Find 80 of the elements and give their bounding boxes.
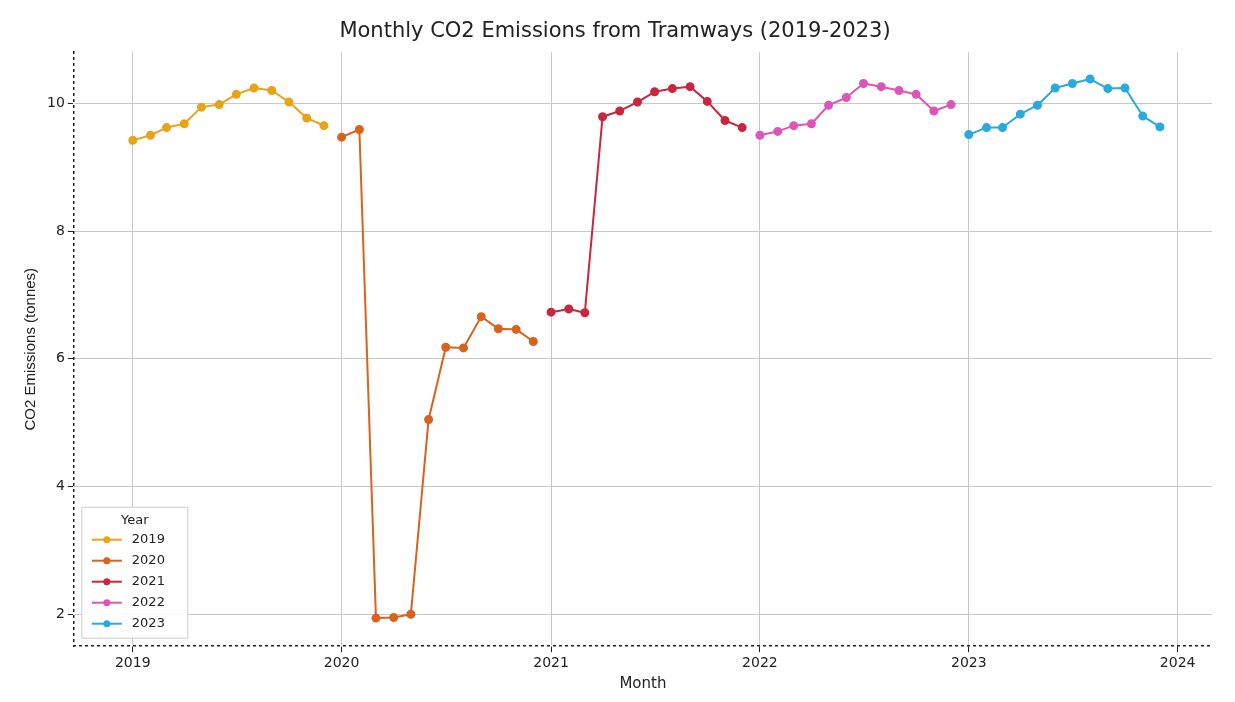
point (894, 86, 904, 96)
point (615, 106, 625, 116)
x-tick-label: 2024 (1159, 654, 1196, 671)
point (459, 343, 469, 353)
point (1103, 84, 1113, 94)
point (773, 126, 783, 136)
point (354, 124, 364, 134)
y-tick-label: 6 (55, 349, 65, 366)
point (214, 100, 224, 110)
point (1085, 74, 1095, 84)
y-tick-label: 4 (55, 477, 65, 494)
y-tick-label: 8 (55, 221, 65, 238)
point (511, 324, 521, 334)
legend-label: 2021 (131, 573, 165, 589)
point (493, 324, 503, 334)
point (1050, 83, 1060, 93)
x-tick-label: 2020 (323, 654, 360, 671)
point (598, 112, 608, 122)
point (667, 84, 677, 94)
legend-label: 2022 (131, 594, 165, 610)
point (1155, 122, 1165, 132)
point (179, 119, 189, 129)
point (929, 106, 939, 116)
legend-label: 2019 (131, 531, 165, 547)
y-tick-label: 2 (55, 604, 65, 621)
point (841, 93, 851, 103)
point (528, 337, 538, 347)
x-tick-label: 2019 (114, 654, 151, 671)
point (982, 123, 992, 133)
point (546, 307, 556, 317)
point (162, 123, 172, 133)
point (824, 100, 834, 110)
legend-label: 2020 (131, 552, 165, 568)
point (406, 609, 416, 619)
point (337, 132, 347, 142)
point (998, 123, 1008, 133)
point (476, 312, 486, 322)
x-tick-label: 2023 (950, 654, 987, 671)
point (806, 119, 816, 129)
point (650, 87, 660, 97)
point (424, 414, 434, 424)
x-tick-label: 2022 (742, 654, 778, 671)
point (946, 100, 956, 110)
point (702, 96, 712, 106)
point (146, 130, 155, 140)
point (632, 97, 642, 107)
point (1032, 100, 1042, 110)
point (1120, 83, 1130, 93)
point (267, 86, 277, 96)
point (1138, 111, 1148, 121)
point (441, 342, 451, 352)
point (964, 130, 974, 140)
point (564, 304, 574, 314)
point (302, 113, 312, 123)
point (789, 121, 799, 131)
point (580, 308, 590, 318)
point (876, 82, 886, 92)
point (720, 116, 730, 126)
point (911, 89, 921, 99)
point (319, 121, 329, 131)
point (389, 612, 399, 622)
point (231, 89, 241, 99)
y-tick-label: 10 (46, 93, 65, 110)
x-tick-label: 2021 (533, 654, 569, 671)
point (371, 613, 381, 623)
point (1067, 79, 1077, 88)
chart-title: Monthly CO2 Emissions from Tramways (2019-2023) (339, 18, 891, 43)
y-axis-title: CO2 Emissions (tonnes) (21, 267, 39, 431)
x-axis-title: Month (619, 673, 667, 692)
point (128, 135, 138, 145)
point (196, 102, 206, 112)
point (1015, 109, 1025, 119)
point (685, 82, 695, 92)
point (755, 130, 765, 140)
point (737, 123, 747, 133)
legend-label: 2023 (131, 615, 165, 631)
point (859, 79, 869, 88)
legend-title: Year (120, 511, 150, 527)
point (284, 97, 294, 107)
point (249, 83, 259, 93)
